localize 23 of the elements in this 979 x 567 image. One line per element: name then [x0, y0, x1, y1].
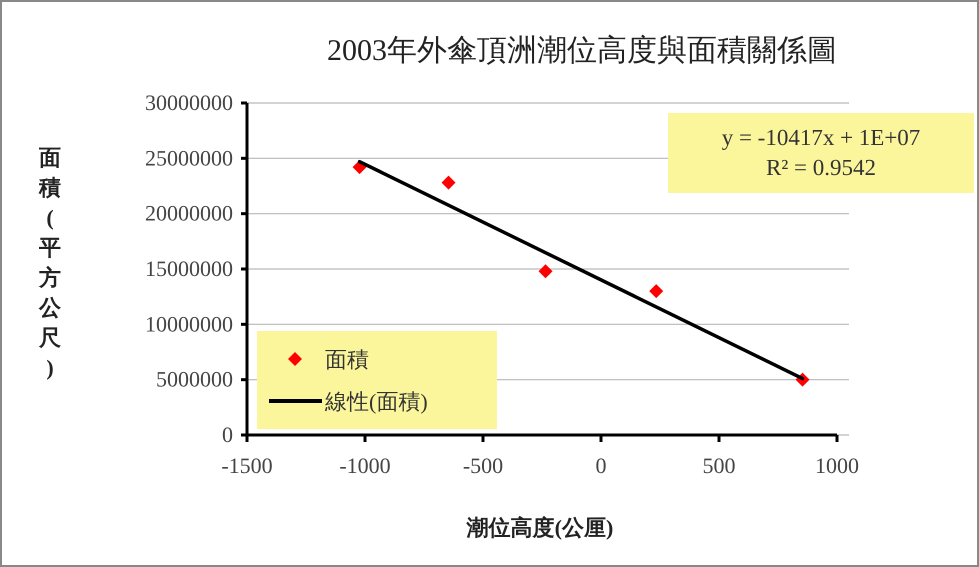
point — [649, 284, 664, 298]
y-tick-label: 15000000 — [145, 256, 233, 281]
y-tick-label: 10000000 — [145, 311, 233, 336]
x-tick-label: -500 — [462, 453, 504, 478]
x-axis-title: 潮位高度(公厘) — [466, 515, 614, 540]
point — [442, 176, 456, 190]
annotation: R² = 0.9542 — [766, 155, 876, 180]
y-tick-label: 25000000 — [145, 145, 233, 170]
x-tick-label: -1000 — [339, 453, 391, 478]
legend-label: 面積 — [325, 347, 369, 372]
x-tick-label: 1000 — [815, 453, 859, 478]
y-tick-label: 5000000 — [156, 366, 233, 392]
x-tick-label: 0 — [596, 453, 606, 478]
y-tick-label: 0 — [222, 422, 233, 447]
x-tick-label: 500 — [702, 453, 736, 478]
point — [538, 264, 553, 278]
y-tick-label: 20000000 — [145, 200, 233, 226]
y-axis-title: 面積(平方公尺) — [38, 145, 62, 380]
annotation: y = -10417x + 1E+07 — [722, 125, 920, 150]
y-tick-label: 30000000 — [145, 90, 233, 115]
chart-title: 2003年外傘頂洲潮位高度與面積關係圖 — [327, 34, 837, 67]
legend-label: 線性(面積) — [324, 389, 428, 414]
x-tick-label: -1500 — [221, 453, 273, 478]
